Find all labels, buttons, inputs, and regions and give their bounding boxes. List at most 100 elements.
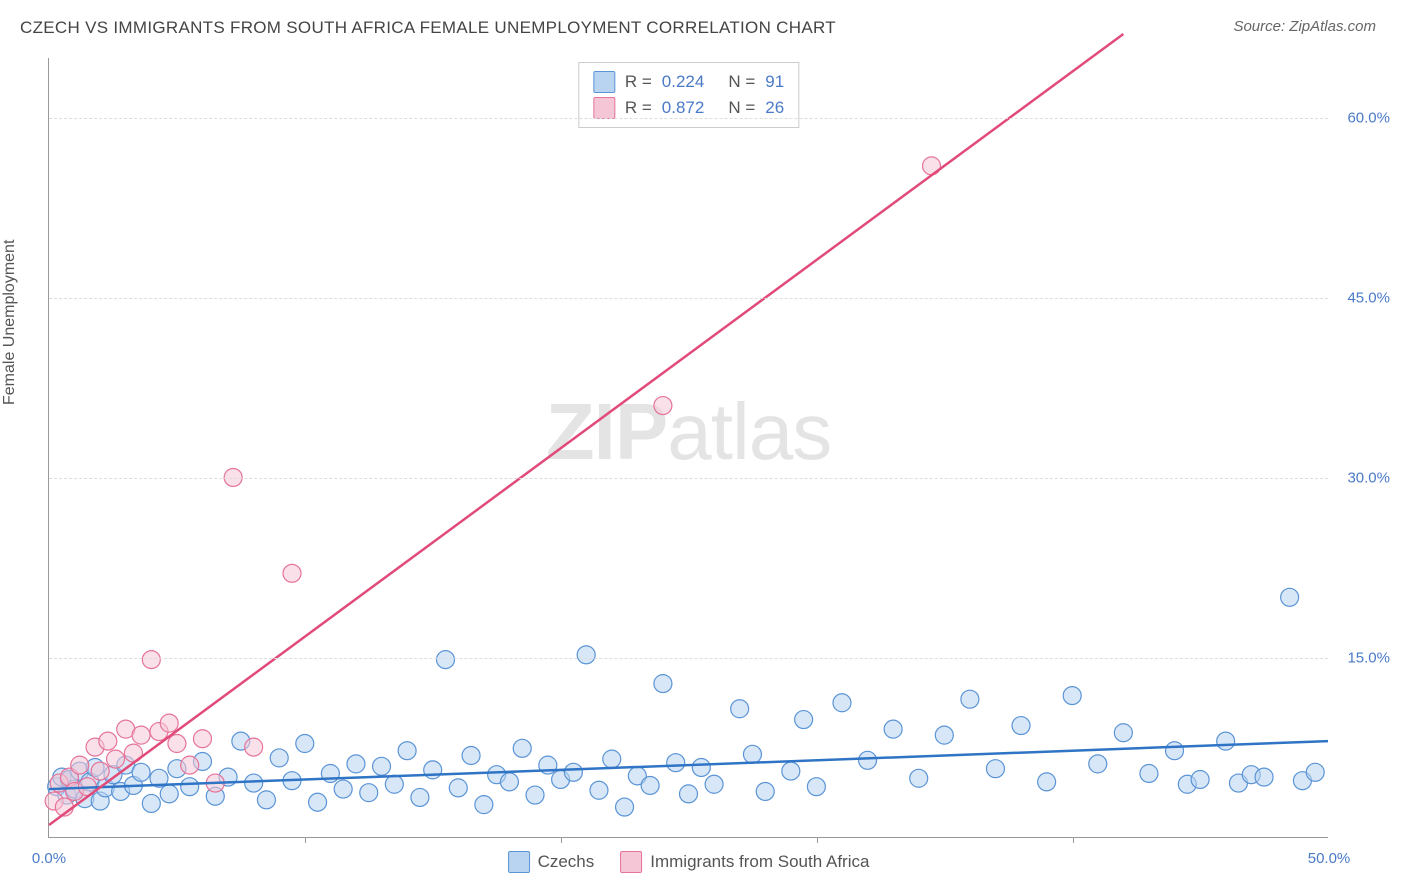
data-point xyxy=(961,690,979,708)
data-point xyxy=(513,739,531,757)
x-tick-mark xyxy=(561,837,562,843)
data-point xyxy=(373,757,391,775)
data-point xyxy=(71,756,89,774)
gridline xyxy=(49,658,1328,659)
data-point xyxy=(168,735,186,753)
data-point xyxy=(935,726,953,744)
data-point xyxy=(1191,770,1209,788)
plot-area: ZIPatlas R =0.224N =91R =0.872N =26 Czec… xyxy=(48,58,1328,838)
data-point xyxy=(181,756,199,774)
data-point xyxy=(245,738,263,756)
data-point xyxy=(475,796,493,814)
series-legend-item: Immigrants from South Africa xyxy=(620,851,869,873)
data-point xyxy=(1281,588,1299,606)
data-point xyxy=(884,720,902,738)
data-point xyxy=(1166,742,1184,760)
data-point xyxy=(296,735,314,753)
data-point xyxy=(424,761,442,779)
data-point xyxy=(309,793,327,811)
data-point xyxy=(1012,717,1030,735)
data-point xyxy=(1255,768,1273,786)
x-tick-label: 0.0% xyxy=(32,850,66,867)
y-tick-label: 30.0% xyxy=(1347,470,1390,487)
data-point xyxy=(1140,764,1158,782)
data-point xyxy=(360,784,378,802)
data-point xyxy=(181,778,199,796)
data-point xyxy=(654,397,672,415)
data-point xyxy=(705,775,723,793)
data-point xyxy=(1217,732,1235,750)
scatter-plot-svg xyxy=(49,58,1328,837)
legend-swatch xyxy=(593,97,615,119)
data-point xyxy=(398,742,416,760)
data-point xyxy=(603,750,621,768)
series-legend-item: Czechs xyxy=(508,851,595,873)
correlation-legend-row: R =0.224N =91 xyxy=(593,69,784,95)
data-point xyxy=(807,778,825,796)
data-point xyxy=(1114,724,1132,742)
gridline xyxy=(49,298,1328,299)
trend-line xyxy=(49,34,1123,825)
y-axis-label: Female Unemployment xyxy=(1,240,19,405)
x-tick-label: 50.0% xyxy=(1308,850,1351,867)
data-point xyxy=(500,773,518,791)
data-point xyxy=(107,750,125,768)
legend-swatch xyxy=(620,851,642,873)
data-point xyxy=(833,694,851,712)
data-point xyxy=(160,714,178,732)
data-point xyxy=(986,760,1004,778)
data-point xyxy=(142,651,160,669)
data-point xyxy=(334,780,352,798)
data-point xyxy=(1089,755,1107,773)
data-point xyxy=(462,747,480,765)
data-point xyxy=(616,798,634,816)
data-point xyxy=(782,762,800,780)
data-point xyxy=(132,726,150,744)
gridline xyxy=(49,118,1328,119)
data-point xyxy=(795,711,813,729)
data-point xyxy=(859,751,877,769)
source-attribution: Source: ZipAtlas.com xyxy=(1233,18,1376,35)
data-point xyxy=(590,781,608,799)
data-point xyxy=(449,779,467,797)
data-point xyxy=(99,732,117,750)
data-point xyxy=(743,745,761,763)
data-point xyxy=(1063,687,1081,705)
data-point xyxy=(347,755,365,773)
y-tick-label: 45.0% xyxy=(1347,290,1390,307)
legend-swatch xyxy=(593,71,615,93)
data-point xyxy=(283,564,301,582)
data-point xyxy=(142,794,160,812)
data-point xyxy=(270,749,288,767)
series-legend-label: Czechs xyxy=(538,852,595,872)
data-point xyxy=(257,791,275,809)
data-point xyxy=(436,651,454,669)
data-point xyxy=(692,759,710,777)
data-point xyxy=(756,782,774,800)
data-point xyxy=(577,646,595,664)
data-point xyxy=(411,788,429,806)
gridline xyxy=(49,478,1328,479)
data-point xyxy=(731,700,749,718)
data-point xyxy=(1306,763,1324,781)
x-tick-mark xyxy=(817,837,818,843)
data-point xyxy=(91,762,109,780)
y-tick-label: 15.0% xyxy=(1347,650,1390,667)
series-legend: Czechs Immigrants from South Africa xyxy=(508,851,870,873)
y-tick-label: 60.0% xyxy=(1347,110,1390,127)
data-point xyxy=(132,763,150,781)
series-legend-label: Immigrants from South Africa xyxy=(650,852,869,872)
data-point xyxy=(680,785,698,803)
data-point xyxy=(654,675,672,693)
data-point xyxy=(910,769,928,787)
data-point xyxy=(1038,773,1056,791)
data-point xyxy=(641,776,659,794)
x-tick-mark xyxy=(305,837,306,843)
data-point xyxy=(667,754,685,772)
data-point xyxy=(526,786,544,804)
data-point xyxy=(564,763,582,781)
legend-swatch xyxy=(508,851,530,873)
x-tick-mark xyxy=(1073,837,1074,843)
chart-title: CZECH VS IMMIGRANTS FROM SOUTH AFRICA FE… xyxy=(20,18,836,38)
data-point xyxy=(245,774,263,792)
